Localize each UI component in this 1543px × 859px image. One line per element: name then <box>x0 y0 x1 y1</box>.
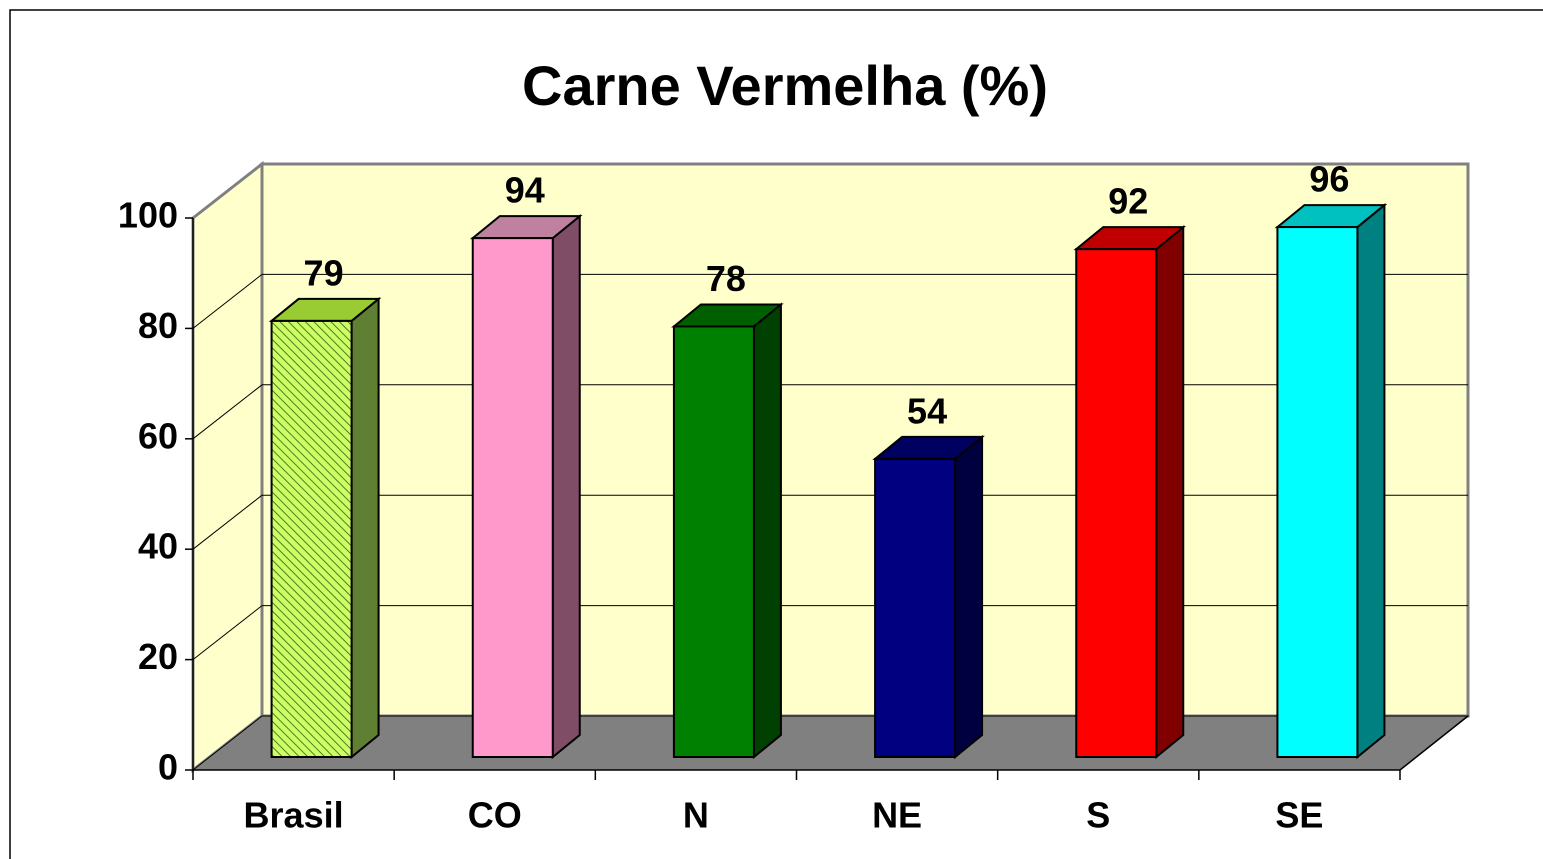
grid-line <box>192 274 263 329</box>
side-wall <box>191 160 264 774</box>
x-tick-label: S <box>1086 795 1110 836</box>
value-label: 94 <box>505 170 545 211</box>
bar <box>471 237 554 758</box>
bar-side <box>350 296 380 760</box>
value-label: 92 <box>1108 181 1148 222</box>
value-label: 79 <box>304 252 344 293</box>
x-tick-label: Brasil <box>244 795 344 836</box>
chart-title: Carne Vermelha (%) <box>522 54 1048 117</box>
value-label: 78 <box>706 258 746 299</box>
y-tick-label: 20 <box>138 636 178 677</box>
grid-line <box>192 384 263 440</box>
y-tick-label: 40 <box>138 526 178 567</box>
floor-edge <box>1399 715 1469 771</box>
bar-side <box>752 302 782 760</box>
bar-side <box>954 434 984 760</box>
bar <box>270 319 353 758</box>
bar-side <box>1155 225 1185 760</box>
bar <box>874 457 957 758</box>
bar <box>1276 226 1359 758</box>
x-tick-label: CO <box>468 795 522 836</box>
bar-side <box>1356 202 1386 760</box>
grid-line <box>192 494 263 550</box>
value-label: 96 <box>1309 159 1349 200</box>
grid-line <box>192 605 263 660</box>
bar <box>672 325 755 758</box>
x-tick-label: SE <box>1275 795 1323 836</box>
y-tick-label: 0 <box>158 747 178 788</box>
value-label: 54 <box>907 390 947 431</box>
y-tick-label: 80 <box>138 305 178 346</box>
x-tick-label: N <box>683 795 709 836</box>
y-tick-label: 60 <box>138 415 178 456</box>
bar <box>1075 248 1158 758</box>
x-tick-label: NE <box>872 795 922 836</box>
y-tick-label: 100 <box>118 195 178 236</box>
bar-side <box>551 214 581 760</box>
